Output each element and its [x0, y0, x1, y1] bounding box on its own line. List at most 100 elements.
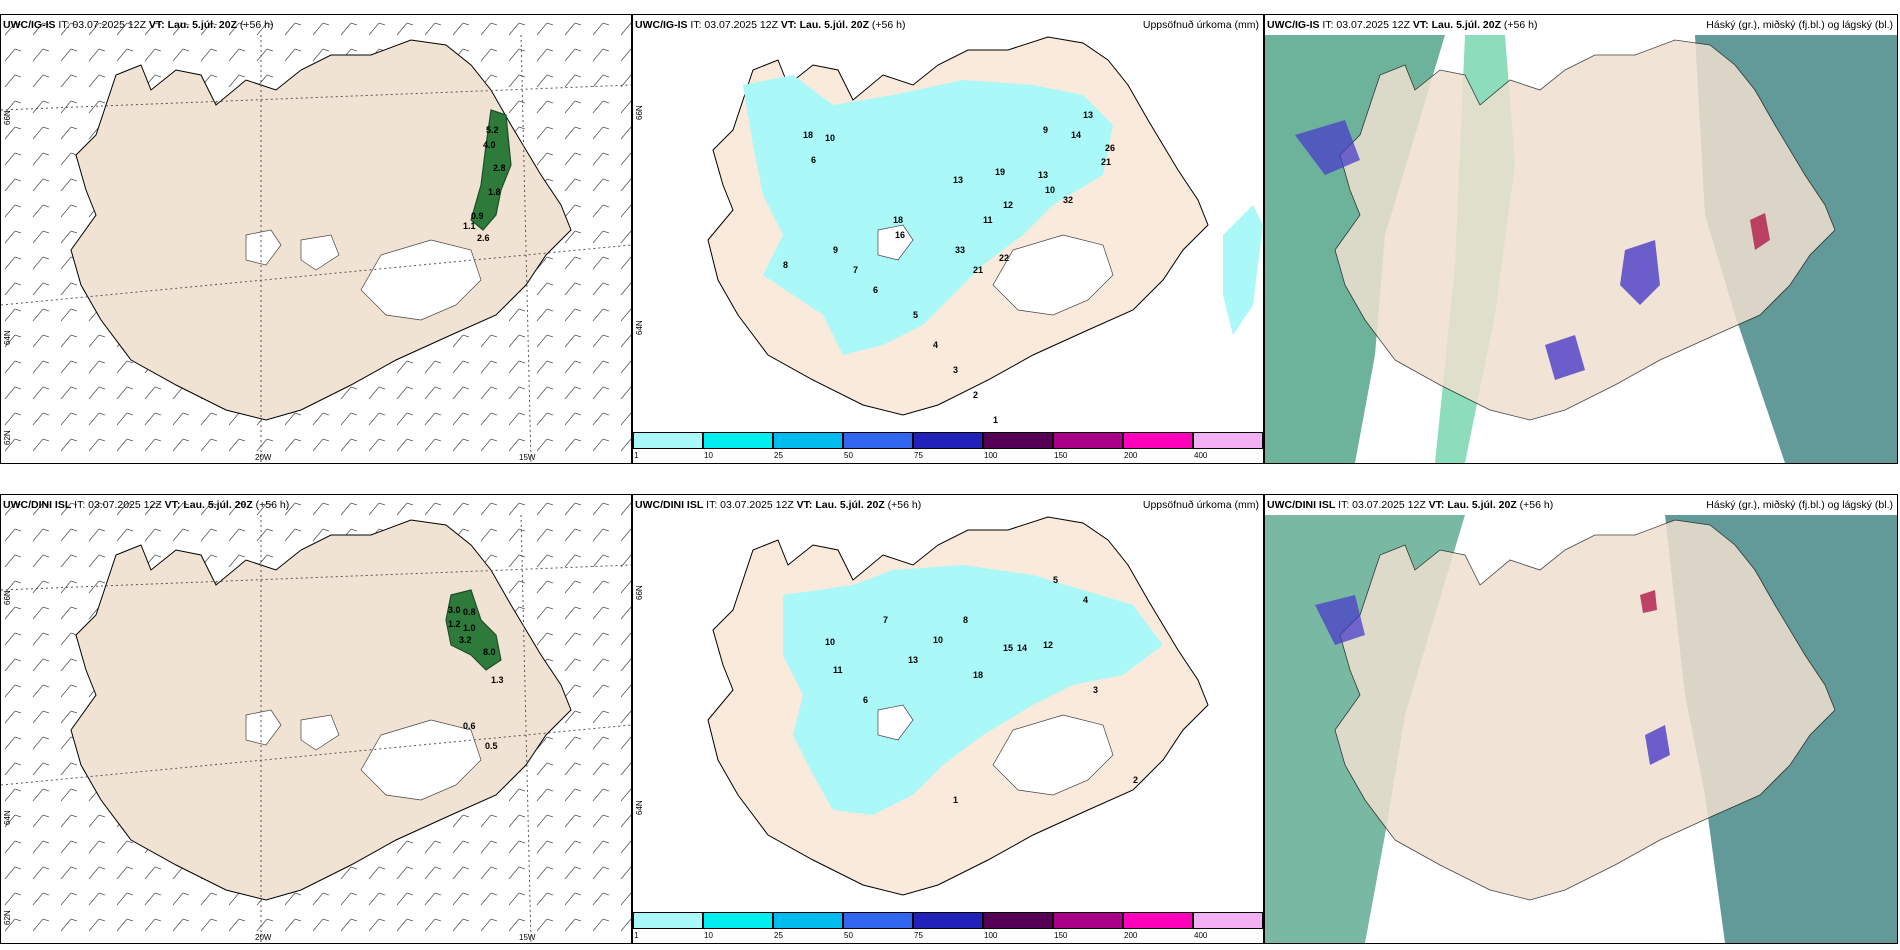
value-label: 4	[1083, 595, 1089, 605]
glacier-hofsjokull	[300, 234, 340, 271]
colorbar-swatch	[1123, 432, 1193, 449]
lat-label: 64N	[635, 320, 644, 335]
clouds-map	[1265, 495, 1897, 943]
glacier-langjokull	[877, 224, 914, 261]
glacier-langjokull	[245, 229, 282, 266]
iceland-landmass	[1334, 519, 1836, 901]
iceland-landmass	[70, 519, 572, 901]
colorbar-swatch	[843, 432, 913, 449]
value-label: 18	[803, 130, 814, 140]
colorbar-swatch	[1053, 912, 1123, 929]
value-label: 5	[1053, 575, 1059, 585]
glacier-vatnajokull	[992, 234, 1114, 316]
colorbar-swatch	[703, 432, 773, 449]
lat-label: 66N	[3, 110, 12, 125]
value-label: 12	[1003, 200, 1014, 210]
value-label: 6	[873, 285, 879, 295]
precip-map	[707, 516, 1209, 896]
panel-title: UWC/DINI ISL IT: 03.07.2025 12Z VT: Lau.…	[1267, 499, 1554, 511]
value-label: 33	[955, 245, 966, 255]
colorbar-swatch	[773, 432, 843, 449]
colorbar-tick: 100	[984, 451, 998, 460]
value-label: 13	[1083, 110, 1094, 120]
colorbar-tick: 25	[774, 451, 783, 460]
value-label: 5.2	[486, 125, 499, 135]
value-label: 16	[895, 230, 906, 240]
panel-title: UWC/IG-IS IT: 03.07.2025 12Z VT: Lau. 5.…	[635, 19, 906, 31]
value-label: 4	[933, 340, 939, 350]
value-label: 0.5	[485, 741, 498, 751]
low-cloud-patch	[1545, 335, 1585, 380]
glacier-langjokull	[245, 709, 282, 746]
colorbar: 1 10 25 50 75 100 150 200 400	[633, 909, 1263, 943]
value-label: 1.2	[448, 619, 461, 629]
colorbar-tick: 150	[1054, 931, 1068, 940]
value-label: 4.0	[483, 140, 496, 150]
value-label: 32	[1063, 195, 1074, 205]
colorbar-swatch	[633, 432, 703, 449]
value-label: 10	[825, 637, 836, 647]
value-label: 8	[963, 615, 969, 625]
colorbar-tick: 1	[634, 451, 639, 460]
panel-subtitle: Háský (gr.), miðský (fj.bl.) og lágský (…	[1706, 499, 1893, 511]
value-label: 9	[1043, 125, 1049, 135]
lat-label: 62N	[3, 910, 12, 925]
colorbar-swatch	[633, 912, 703, 929]
value-label: 2	[1133, 775, 1139, 785]
value-label: 0.8	[463, 607, 476, 617]
panel-title: UWC/IG-IS IT: 03.07.2025 12Z VT: Lau. 5.…	[1267, 19, 1538, 31]
low-cloud-patch	[1295, 120, 1360, 175]
colorbar-swatch	[983, 912, 1053, 929]
value-label: 5	[913, 310, 919, 320]
value-label: 1	[953, 795, 959, 805]
panel-subtitle: Uppsöfnuð úrkoma (mm)	[1142, 19, 1259, 31]
value-label: 6	[863, 695, 869, 705]
value-label: 2.8	[493, 163, 506, 173]
value-label: 26	[1105, 143, 1116, 153]
colorbar-swatch	[1193, 912, 1263, 929]
value-label: 8.0	[483, 647, 496, 657]
value-label: 18	[893, 215, 904, 225]
lat-label: 66N	[635, 105, 644, 120]
colorbar-tick: 400	[1194, 451, 1208, 460]
colorbar-tick: 200	[1124, 931, 1138, 940]
value-label: 8	[783, 260, 789, 270]
value-label: 3	[953, 365, 959, 375]
value-label: 13	[1038, 170, 1049, 180]
lat-label: 64N	[3, 810, 12, 825]
value-label: 0.9	[471, 211, 484, 221]
lat-label: 64N	[3, 330, 12, 345]
precip-band	[470, 109, 512, 231]
clouds-panel-bottom: UWC/DINI ISL IT: 03.07.2025 12Z VT: Lau.…	[1264, 494, 1898, 944]
colorbar-swatch	[983, 432, 1053, 449]
colorbar-swatch	[913, 432, 983, 449]
panel-title: UWC/DINI ISL IT: 03.07.2025 12Z VT: Lau.…	[3, 499, 290, 511]
value-label: 1.1	[463, 221, 476, 231]
precip-map	[707, 36, 1263, 416]
iceland-landmass	[1334, 39, 1836, 421]
lon-label: 15W	[519, 933, 536, 942]
value-label: 11	[983, 215, 993, 225]
mid-cloud-patch	[1750, 213, 1770, 250]
colorbar-tick: 75	[914, 931, 923, 940]
panel-subtitle: Uppsöfnuð úrkoma (mm)	[1142, 499, 1259, 511]
clouds-panel-top: UWC/IG-IS IT: 03.07.2025 12Z VT: Lau. 5.…	[1264, 14, 1898, 464]
value-label: 1.8	[488, 187, 501, 197]
value-label: 22	[999, 253, 1010, 263]
lon-label: 20W	[255, 453, 272, 462]
value-label: 3.2	[459, 635, 472, 645]
glacier-langjokull	[877, 704, 914, 741]
value-label: 10	[933, 635, 944, 645]
clouds-map	[1265, 15, 1897, 463]
value-label: 12	[1043, 640, 1054, 650]
wind-map	[1, 495, 631, 943]
colorbar-swatch	[843, 912, 913, 929]
precip-area	[1223, 205, 1263, 335]
value-label: 7	[883, 615, 889, 625]
low-cloud-patch	[1315, 595, 1365, 645]
low-cloud-patch	[1620, 240, 1660, 305]
value-label: 2.6	[477, 233, 490, 243]
value-label: 9	[833, 245, 839, 255]
lon-label: 20W	[255, 933, 272, 942]
colorbar-tick: 1	[634, 931, 639, 940]
